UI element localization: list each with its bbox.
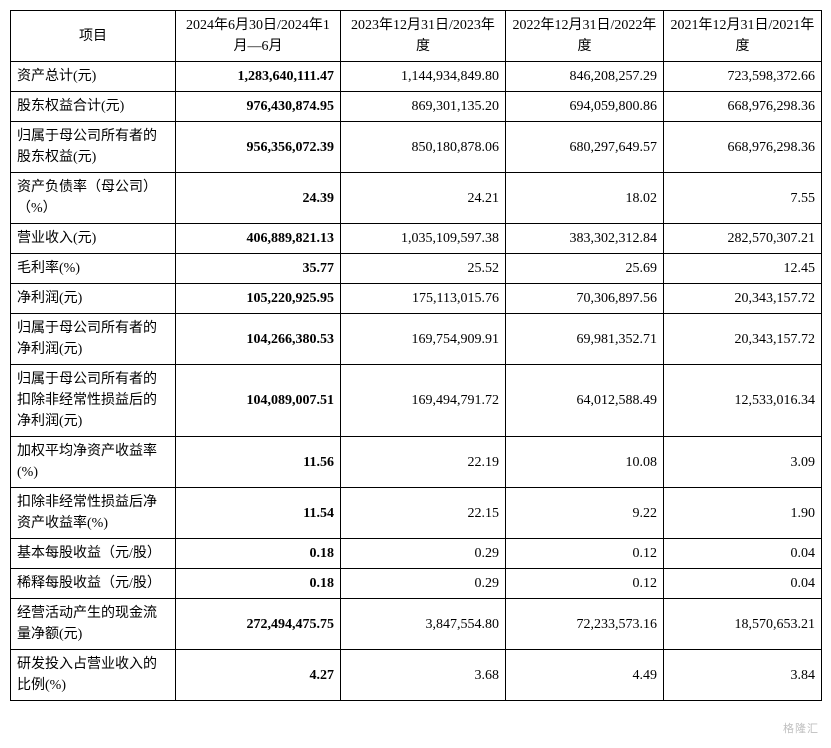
cell-value: 4.49 [506,650,664,701]
cell-value: 383,302,312.84 [506,224,664,254]
table-row: 稀释每股收益（元/股）0.180.290.120.04 [11,569,822,599]
cell-value: 104,266,380.53 [176,314,341,365]
cell-value: 175,113,015.76 [341,284,506,314]
cell-value: 3.68 [341,650,506,701]
table-body: 资产总计(元)1,283,640,111.471,144,934,849.808… [11,62,822,701]
cell-value: 976,430,874.95 [176,92,341,122]
cell-value: 20,343,157.72 [664,314,822,365]
row-label: 归属于母公司所有者的扣除非经常性损益后的净利润(元) [11,365,176,437]
cell-value: 1,035,109,597.38 [341,224,506,254]
cell-value: 723,598,372.66 [664,62,822,92]
cell-value: 25.69 [506,254,664,284]
cell-value: 12.45 [664,254,822,284]
row-label: 毛利率(%) [11,254,176,284]
row-label: 资产总计(元) [11,62,176,92]
cell-value: 0.12 [506,569,664,599]
cell-value: 3,847,554.80 [341,599,506,650]
cell-value: 406,889,821.13 [176,224,341,254]
cell-value: 0.18 [176,539,341,569]
cell-value: 11.56 [176,437,341,488]
cell-value: 69,981,352.71 [506,314,664,365]
cell-value: 869,301,135.20 [341,92,506,122]
cell-value: 1.90 [664,488,822,539]
cell-value: 0.29 [341,569,506,599]
table-row: 研发投入占营业收入的比例(%)4.273.684.493.84 [11,650,822,701]
table-row: 股东权益合计(元)976,430,874.95869,301,135.20694… [11,92,822,122]
col-header-1: 2024年6月30日/2024年1月—6月 [176,11,341,62]
cell-value: 24.21 [341,173,506,224]
cell-value: 850,180,878.06 [341,122,506,173]
col-header-4: 2021年12月31日/2021年度 [664,11,822,62]
header-row: 项目 2024年6月30日/2024年1月—6月 2023年12月31日/202… [11,11,822,62]
cell-value: 72,233,573.16 [506,599,664,650]
table-row: 资产总计(元)1,283,640,111.471,144,934,849.808… [11,62,822,92]
cell-value: 70,306,897.56 [506,284,664,314]
cell-value: 3.09 [664,437,822,488]
cell-value: 24.39 [176,173,341,224]
table-row: 归属于母公司所有者的扣除非经常性损益后的净利润(元)104,089,007.51… [11,365,822,437]
table-row: 加权平均净资产收益率(%)11.5622.1910.083.09 [11,437,822,488]
row-label: 资产负债率（母公司）（%） [11,173,176,224]
cell-value: 12,533,016.34 [664,365,822,437]
cell-value: 668,976,298.36 [664,122,822,173]
cell-value: 104,089,007.51 [176,365,341,437]
col-header-3: 2022年12月31日/2022年度 [506,11,664,62]
row-label: 基本每股收益（元/股） [11,539,176,569]
cell-value: 680,297,649.57 [506,122,664,173]
col-header-0: 项目 [11,11,176,62]
table-row: 净利润(元)105,220,925.95175,113,015.7670,306… [11,284,822,314]
cell-value: 10.08 [506,437,664,488]
cell-value: 18.02 [506,173,664,224]
cell-value: 22.15 [341,488,506,539]
cell-value: 668,976,298.36 [664,92,822,122]
table-row: 经营活动产生的现金流量净额(元)272,494,475.753,847,554.… [11,599,822,650]
cell-value: 18,570,653.21 [664,599,822,650]
cell-value: 169,494,791.72 [341,365,506,437]
cell-value: 0.18 [176,569,341,599]
row-label: 归属于母公司所有者的净利润(元) [11,314,176,365]
col-header-2: 2023年12月31日/2023年度 [341,11,506,62]
cell-value: 3.84 [664,650,822,701]
financial-table: 项目 2024年6月30日/2024年1月—6月 2023年12月31日/202… [10,10,822,701]
cell-value: 0.12 [506,539,664,569]
cell-value: 11.54 [176,488,341,539]
row-label: 研发投入占营业收入的比例(%) [11,650,176,701]
table-row: 基本每股收益（元/股）0.180.290.120.04 [11,539,822,569]
table-row: 营业收入(元)406,889,821.131,035,109,597.38383… [11,224,822,254]
row-label: 营业收入(元) [11,224,176,254]
cell-value: 0.04 [664,569,822,599]
cell-value: 4.27 [176,650,341,701]
table-row: 资产负债率（母公司）（%）24.3924.2118.027.55 [11,173,822,224]
row-label: 归属于母公司所有者的股东权益(元) [11,122,176,173]
cell-value: 1,144,934,849.80 [341,62,506,92]
watermark: 格隆汇 [783,720,819,736]
cell-value: 64,012,588.49 [506,365,664,437]
table-row: 归属于母公司所有者的净利润(元)104,266,380.53169,754,90… [11,314,822,365]
cell-value: 272,494,475.75 [176,599,341,650]
cell-value: 1,283,640,111.47 [176,62,341,92]
cell-value: 694,059,800.86 [506,92,664,122]
cell-value: 0.29 [341,539,506,569]
cell-value: 22.19 [341,437,506,488]
cell-value: 105,220,925.95 [176,284,341,314]
cell-value: 282,570,307.21 [664,224,822,254]
row-label: 加权平均净资产收益率(%) [11,437,176,488]
cell-value: 35.77 [176,254,341,284]
cell-value: 9.22 [506,488,664,539]
cell-value: 169,754,909.91 [341,314,506,365]
row-label: 净利润(元) [11,284,176,314]
table-row: 扣除非经常性损益后净资产收益率(%)11.5422.159.221.90 [11,488,822,539]
cell-value: 25.52 [341,254,506,284]
cell-value: 0.04 [664,539,822,569]
row-label: 股东权益合计(元) [11,92,176,122]
cell-value: 846,208,257.29 [506,62,664,92]
cell-value: 7.55 [664,173,822,224]
table-row: 归属于母公司所有者的股东权益(元)956,356,072.39850,180,8… [11,122,822,173]
row-label: 经营活动产生的现金流量净额(元) [11,599,176,650]
table-row: 毛利率(%)35.7725.5225.6912.45 [11,254,822,284]
row-label: 稀释每股收益（元/股） [11,569,176,599]
cell-value: 20,343,157.72 [664,284,822,314]
row-label: 扣除非经常性损益后净资产收益率(%) [11,488,176,539]
cell-value: 956,356,072.39 [176,122,341,173]
